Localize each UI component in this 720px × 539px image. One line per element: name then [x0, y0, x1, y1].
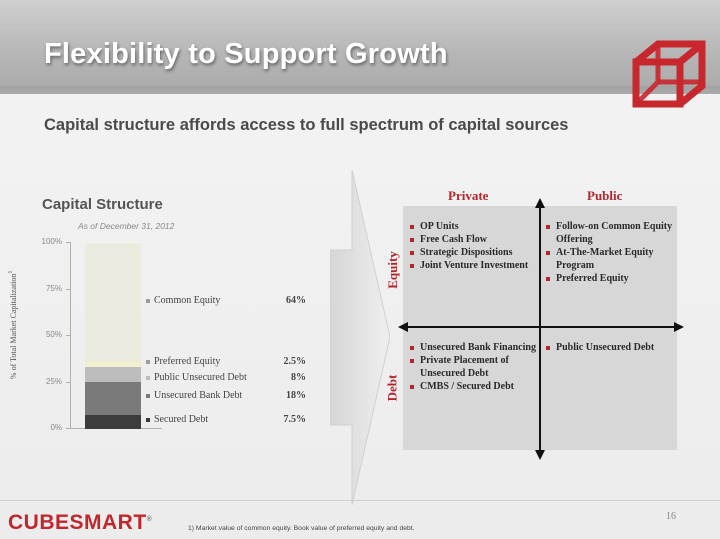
y-tick-label: 75%	[45, 283, 62, 293]
page-title: Flexibility to Support Growth	[44, 38, 448, 70]
legend-swatch	[146, 418, 150, 423]
y-axis-label: % of Total Market Capitalization1	[8, 270, 18, 380]
y-tick-label: 100%	[41, 237, 62, 246]
legend-label: Public Unsecured Debt	[154, 372, 247, 384]
bar-segment-common-equity	[85, 242, 141, 363]
chevron-arrow-icon	[330, 170, 390, 505]
brand-logo: CUBESMART®	[8, 511, 153, 534]
matrix-list-item: Preferred Equity	[546, 272, 674, 285]
y-tick-mark	[66, 428, 70, 429]
legend-value: 8%	[291, 372, 306, 384]
legend-label: Preferred Equity	[154, 356, 221, 368]
debt-private-list: Unsecured Bank Financing Private Placemen…	[410, 341, 540, 393]
column-header-private: Private	[448, 188, 489, 203]
y-tick-mark	[66, 335, 70, 336]
legend-swatch	[146, 298, 150, 303]
legend-value: 18%	[286, 390, 306, 402]
legend-label: Common Equity	[154, 294, 221, 306]
page-subtitle: Capital structure affords access to full…	[44, 116, 569, 134]
trademark: ®	[146, 516, 153, 523]
bar-segment-unsecured-bank-debt	[85, 380, 141, 416]
matrix-axes	[398, 198, 684, 460]
bar-segment-secured-debt	[85, 414, 141, 429]
matrix-list-item: Follow-on Common Equity Offering	[546, 220, 674, 246]
legend-value: 7.5%	[283, 414, 307, 426]
y-tick-label: 0%	[50, 423, 62, 432]
y-axis-footnote-mark: 1	[8, 270, 15, 274]
capital-structure-title: Capital Structure	[42, 196, 163, 213]
legend-value: 64%	[286, 294, 306, 306]
equity-private-list: OP Units Free Cash Flow Strategic Disposit…	[410, 220, 540, 272]
page-number: 16	[666, 511, 676, 522]
legend-swatch	[146, 394, 150, 399]
matrix-list-item: CMBS / Secured Debt	[410, 380, 540, 393]
debt-public-list: Public Unsecured Debt	[546, 341, 656, 354]
matrix-list-item: At-The-Market Equity Program	[546, 246, 674, 272]
matrix-list-item: Private Placement of Unsecured Debt	[410, 354, 540, 380]
column-header-public: Public	[587, 188, 623, 203]
matrix-list-item: Strategic Dispositions	[410, 246, 540, 259]
legend-value: 2.5%	[283, 356, 307, 368]
footnote: 1) Market value of common equity. Book v…	[188, 525, 415, 532]
matrix-list-item: Public Unsecured Debt	[546, 341, 656, 354]
capital-structure-date: As of December 31, 2012	[78, 221, 175, 231]
matrix-list-item: Free Cash Flow	[410, 233, 540, 246]
y-tick-mark	[66, 381, 70, 383]
legend-label: Secured Debt	[154, 414, 209, 426]
matrix-list-item: Unsecured Bank Financing	[410, 341, 540, 354]
title-bar	[0, 0, 720, 94]
legend-swatch	[146, 360, 150, 365]
y-tick-mark	[66, 242, 70, 243]
y-tick-label: 50%	[45, 330, 62, 339]
y-tick-label: 25%	[45, 376, 62, 386]
matrix-list-item: Joint Venture Investment	[410, 259, 540, 272]
y-axis-line	[70, 242, 71, 428]
footer-divider	[0, 500, 720, 501]
equity-public-list: Follow-on Common Equity Offering At-The-M…	[546, 220, 674, 285]
bar-segment-public-unsecured-debt	[85, 365, 141, 382]
cube-logo-icon	[632, 40, 706, 108]
matrix-list-item: OP Units	[410, 220, 540, 233]
legend-label: Unsecured Bank Debt	[154, 390, 243, 402]
y-tick-mark	[66, 288, 70, 290]
legend-swatch	[146, 376, 150, 381]
